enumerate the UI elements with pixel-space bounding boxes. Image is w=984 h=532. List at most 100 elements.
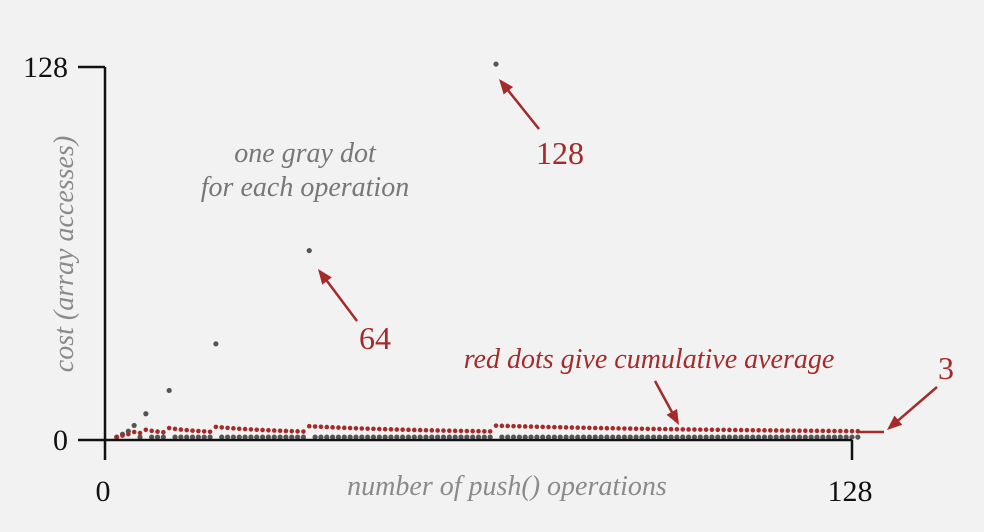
red-dot bbox=[476, 428, 481, 434]
red-dot bbox=[703, 427, 709, 432]
red-dot bbox=[727, 427, 732, 433]
gray-dot bbox=[294, 434, 301, 440]
gray-dot bbox=[388, 434, 394, 440]
red-dot bbox=[435, 428, 440, 433]
red-dot bbox=[592, 425, 598, 431]
red-dot bbox=[341, 425, 347, 431]
red-dot bbox=[849, 428, 855, 434]
y-tick-label-max: 128 bbox=[23, 51, 68, 84]
red-dot bbox=[832, 428, 837, 434]
red-dot bbox=[306, 423, 312, 429]
red-dot bbox=[260, 427, 265, 433]
gray-dot bbox=[656, 434, 663, 440]
red-dot bbox=[721, 427, 726, 433]
red-dot bbox=[376, 426, 382, 432]
gray-dot bbox=[230, 434, 236, 440]
gray-dot bbox=[423, 434, 429, 440]
red-dot bbox=[271, 428, 277, 433]
gray-dot bbox=[721, 434, 727, 440]
red-dot bbox=[289, 428, 295, 434]
red-dot bbox=[814, 428, 820, 434]
gray-dot bbox=[540, 434, 546, 440]
gray-dot bbox=[808, 434, 814, 440]
red-dot bbox=[447, 428, 452, 434]
gray-dot bbox=[265, 434, 272, 440]
red-dot bbox=[779, 428, 785, 433]
gray-dot bbox=[592, 434, 598, 440]
red-dot bbox=[709, 427, 715, 433]
red-dot bbox=[482, 429, 487, 434]
red-dot bbox=[371, 426, 376, 432]
gray-dot bbox=[505, 434, 511, 440]
gray-dot bbox=[668, 434, 674, 440]
red-dot bbox=[166, 425, 172, 431]
red-dot bbox=[826, 428, 831, 434]
red-dot bbox=[534, 424, 540, 430]
red-dot bbox=[797, 428, 802, 434]
red-dot bbox=[803, 428, 808, 434]
gray-dot bbox=[633, 434, 639, 440]
gray-dot bbox=[277, 434, 283, 440]
gray-dot bbox=[703, 434, 709, 440]
gray-dot bbox=[750, 434, 756, 440]
gray-dot bbox=[831, 434, 838, 440]
gray-dot bbox=[615, 434, 622, 440]
gray-dot bbox=[254, 434, 260, 440]
gray-dot bbox=[189, 434, 196, 440]
red-dot bbox=[487, 429, 493, 434]
red-dot bbox=[353, 425, 359, 431]
red-dot bbox=[312, 424, 318, 429]
gray-dot bbox=[499, 434, 505, 440]
gray-dot bbox=[779, 434, 785, 440]
red-dot bbox=[301, 429, 306, 434]
gray-dot bbox=[791, 434, 797, 440]
red-dot bbox=[149, 428, 154, 434]
red-dot bbox=[412, 427, 417, 433]
red-dot bbox=[236, 426, 242, 432]
red-dot bbox=[429, 428, 435, 433]
red-dot bbox=[324, 424, 330, 430]
red-dot bbox=[773, 428, 779, 433]
gray-dot bbox=[522, 434, 528, 440]
red-dot bbox=[838, 428, 843, 434]
gray-dot bbox=[143, 411, 149, 417]
gray-dot bbox=[855, 434, 861, 440]
gray-dot bbox=[394, 434, 400, 440]
gray-dot bbox=[569, 434, 575, 440]
gray-dot bbox=[318, 434, 324, 440]
red-dot bbox=[546, 424, 551, 430]
red-dot bbox=[686, 427, 691, 432]
gray-dot bbox=[680, 434, 686, 440]
gray-dot bbox=[435, 434, 441, 440]
red-dot bbox=[219, 425, 225, 430]
red-dot bbox=[347, 425, 353, 431]
gray-dot bbox=[796, 434, 803, 440]
gray-dot bbox=[709, 434, 715, 440]
red-dot bbox=[750, 427, 756, 433]
gray-dot bbox=[575, 434, 581, 440]
gray-dot bbox=[826, 434, 832, 440]
red-dot bbox=[511, 423, 516, 429]
gray-dot bbox=[639, 434, 645, 440]
gray-dot bbox=[219, 434, 225, 440]
red-dot bbox=[569, 425, 575, 430]
red-dot bbox=[791, 428, 796, 433]
y-tick-label-zero: 0 bbox=[53, 424, 68, 457]
red-dot bbox=[131, 429, 137, 435]
gray-dot bbox=[621, 434, 628, 440]
red-dot bbox=[493, 423, 499, 428]
red-dot bbox=[318, 424, 324, 430]
red-dot bbox=[557, 424, 563, 430]
gray-dot bbox=[470, 434, 476, 440]
gray-dot bbox=[178, 434, 184, 440]
gray-dot bbox=[160, 434, 166, 440]
red-dot bbox=[114, 434, 119, 440]
gray-dot bbox=[516, 434, 522, 440]
red-dot bbox=[610, 426, 616, 431]
gray-dot bbox=[213, 341, 219, 347]
red-dot bbox=[756, 428, 761, 433]
red-dot bbox=[499, 423, 505, 429]
gray-dot bbox=[487, 434, 493, 440]
gray-dot bbox=[131, 422, 137, 429]
gray-dot bbox=[563, 434, 569, 440]
